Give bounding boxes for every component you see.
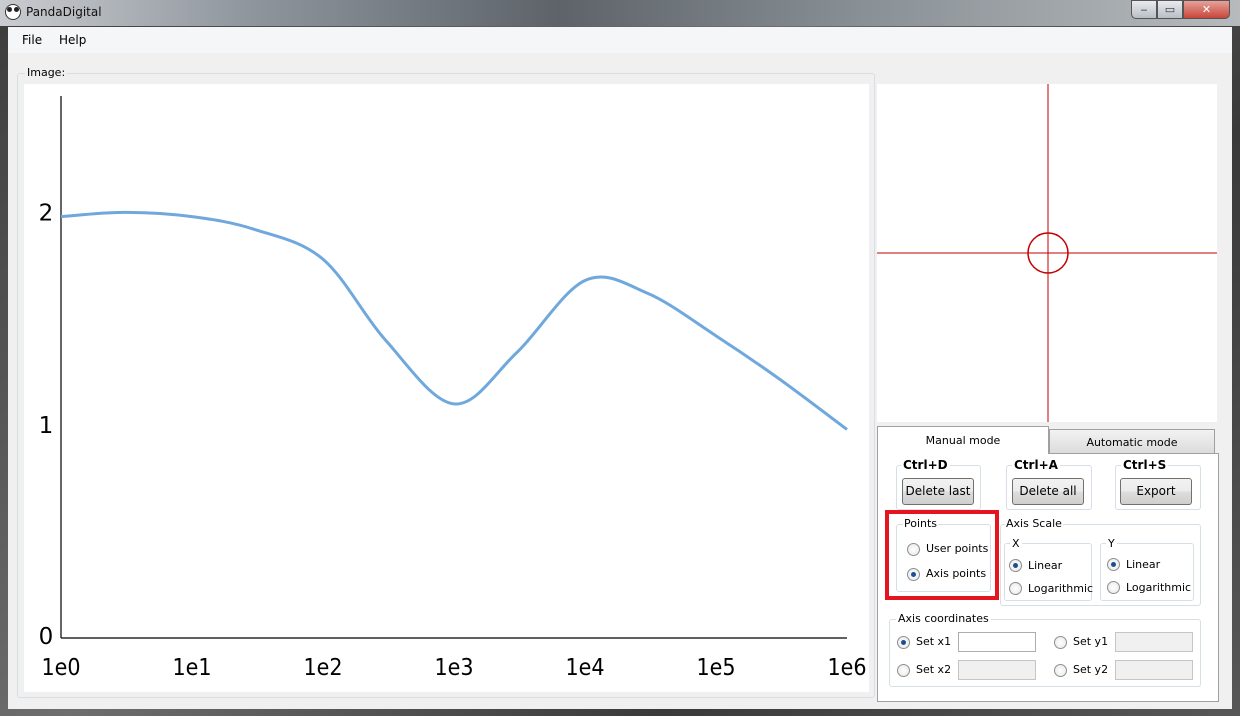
y-tick-label: 1	[39, 413, 54, 439]
x-linear-radio[interactable]	[1009, 559, 1022, 572]
user-points-label[interactable]: User points	[926, 542, 989, 555]
export-button[interactable]: Export	[1120, 478, 1192, 505]
series-line	[60, 210, 848, 431]
x-tick-label: 1e2	[303, 655, 342, 681]
x-tick-label: 1e0	[41, 655, 80, 681]
delete-all-button[interactable]: Delete all	[1012, 478, 1084, 505]
export-shortcut: Ctrl+S	[1121, 458, 1169, 472]
x2-input[interactable]	[958, 660, 1036, 680]
axis-coordinates-group	[889, 619, 1201, 687]
user-points-radio[interactable]	[907, 543, 920, 556]
x-tick-label: 1e3	[434, 655, 473, 681]
y2-input[interactable]	[1115, 660, 1193, 680]
set-y1-label[interactable]: Set y1	[1073, 635, 1109, 648]
chart-svg[interactable]: 1e0 1e1 1e2 1e3 1e4 1e5 1e6 0 1 2	[24, 84, 869, 692]
set-y2-radio[interactable]	[1054, 664, 1067, 677]
y-linear-label[interactable]: Linear	[1126, 558, 1161, 571]
points-group-label: Points	[903, 517, 939, 530]
y-logarithmic-radio[interactable]	[1107, 581, 1120, 594]
axis-coordinates-label: Axis coordinates	[896, 612, 991, 625]
x-tick-label: 1e6	[827, 655, 866, 681]
x-tick-label: 1e4	[565, 655, 604, 681]
panda-icon	[5, 4, 21, 20]
highlight-box	[885, 510, 999, 600]
menu-file[interactable]: File	[22, 33, 43, 47]
maximize-button[interactable]: ▭	[1157, 0, 1183, 19]
axis-points-radio[interactable]	[907, 568, 920, 581]
x1-input[interactable]	[958, 632, 1036, 652]
x-tick-label: 1e5	[696, 655, 735, 681]
set-x1-label[interactable]: Set x1	[916, 635, 952, 648]
delete-last-button[interactable]: Delete last	[902, 478, 974, 505]
set-x1-radio[interactable]	[897, 636, 910, 649]
set-y1-radio[interactable]	[1054, 636, 1067, 649]
x-logarithmic-radio[interactable]	[1009, 582, 1022, 595]
x-scale-label: X	[1010, 537, 1022, 550]
y-tick-label: 0	[39, 624, 54, 650]
window-title: PandaDigital	[26, 5, 102, 19]
tab-manual-mode[interactable]: Manual mode	[877, 426, 1049, 454]
y-tick-label: 2	[39, 200, 54, 226]
tab-automatic-mode[interactable]: Automatic mode	[1049, 429, 1215, 454]
y1-input[interactable]	[1115, 632, 1193, 652]
x-linear-label[interactable]: Linear	[1028, 559, 1063, 572]
y-scale-group	[1100, 543, 1194, 601]
set-y2-label[interactable]: Set y2	[1073, 663, 1109, 676]
delete-last-shortcut: Ctrl+D	[901, 458, 950, 472]
image-group-frame	[17, 73, 875, 698]
zoom-view	[877, 84, 1217, 422]
set-x2-label[interactable]: Set x2	[916, 663, 952, 676]
points-group	[896, 524, 991, 592]
delete-all-shortcut: Ctrl+A	[1012, 458, 1060, 472]
y-logarithmic-label[interactable]: Logarithmic	[1126, 581, 1192, 594]
close-button[interactable]: ✕	[1183, 0, 1230, 19]
image-group-label: Image:	[25, 66, 68, 79]
crosshair-circle	[1027, 232, 1069, 274]
menu-help[interactable]: Help	[59, 33, 87, 47]
axis-scale-group	[1000, 524, 1201, 606]
minimize-button[interactable]: ‒	[1131, 0, 1157, 19]
y-scale-label: Y	[1106, 537, 1117, 550]
axis-points-label[interactable]: Axis points	[926, 567, 987, 580]
x-scale-group	[1004, 543, 1092, 601]
x-tick-label: 1e1	[172, 655, 211, 681]
x-logarithmic-label[interactable]: Logarithmic	[1028, 582, 1094, 595]
set-x2-radio[interactable]	[897, 664, 910, 677]
menu-bar: File Help	[8, 27, 1232, 53]
image-canvas[interactable]: 1e0 1e1 1e2 1e3 1e4 1e5 1e6 0 1 2	[24, 84, 869, 692]
y-linear-radio[interactable]	[1107, 558, 1120, 571]
axis-scale-label: Axis Scale	[1005, 517, 1063, 530]
title-bar[interactable]: PandaDigital ‒ ▭ ✕	[0, 0, 1240, 26]
